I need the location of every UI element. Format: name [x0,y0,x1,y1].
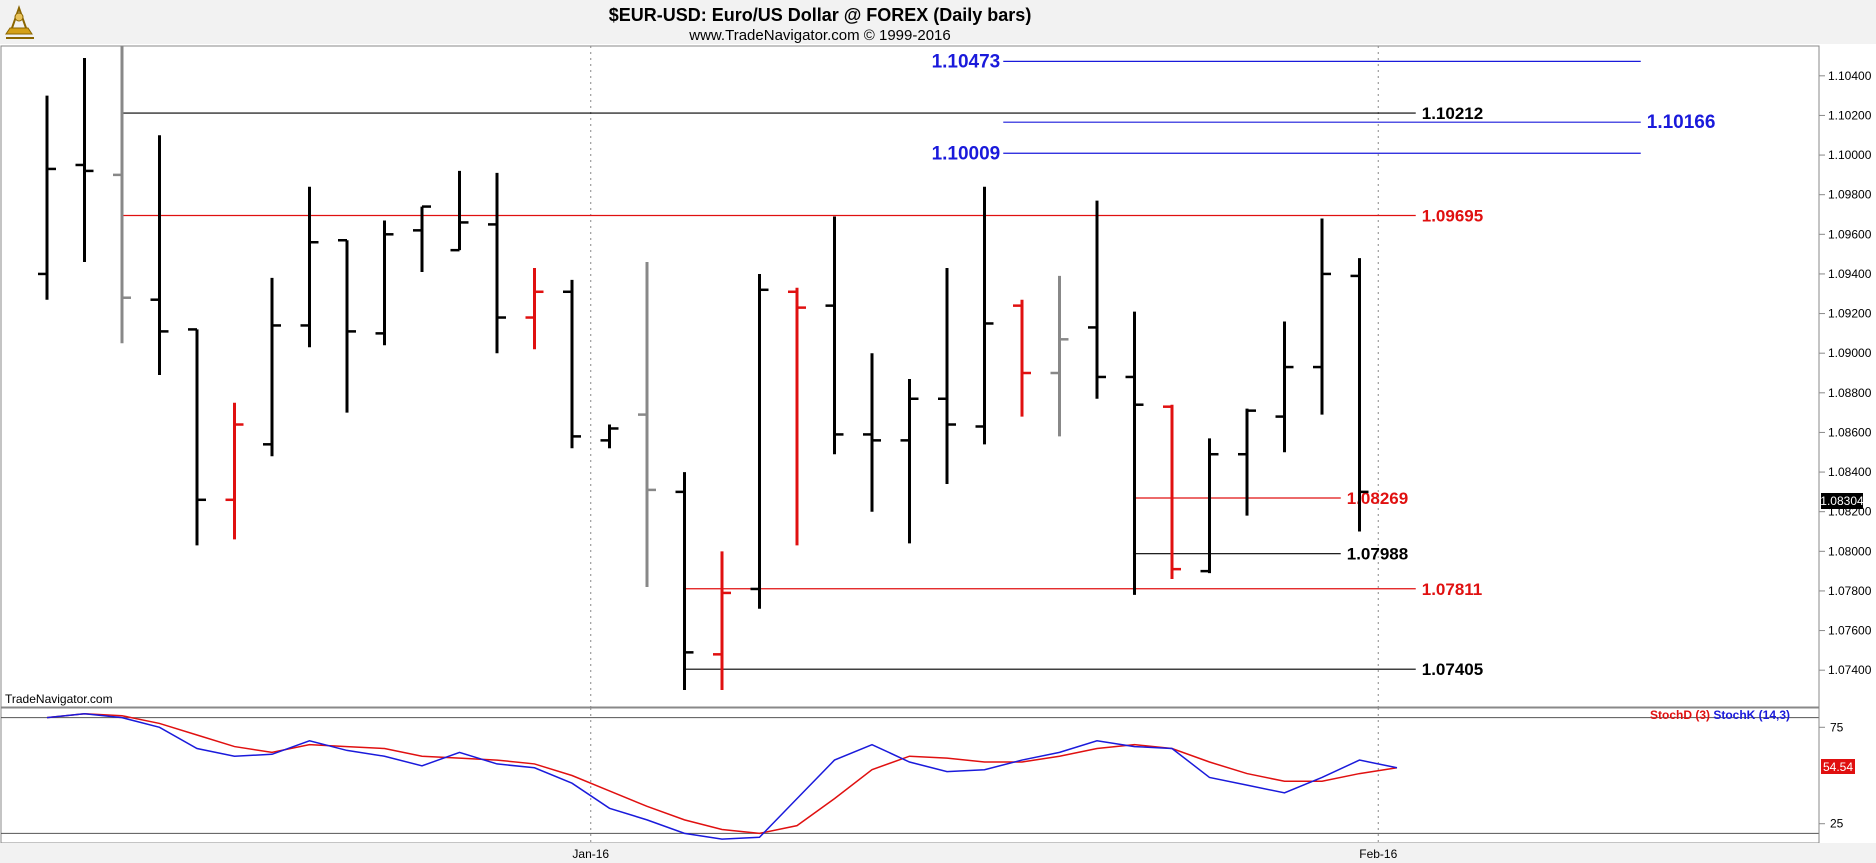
level-label: 1.10212 [1422,104,1483,123]
level-label: 1.07405 [1422,660,1483,679]
price-tick-label: 1.07800 [1828,584,1872,598]
level-label: 1.07988 [1347,545,1408,564]
level-label: 1.10166 [1647,112,1716,133]
date-tick-label: Feb-16 [1359,847,1397,861]
price-tick-label: 1.09000 [1828,346,1872,360]
header-band [0,0,1876,44]
price-tick-label: 1.09400 [1828,267,1872,281]
price-tick-label: 1.07600 [1828,624,1872,638]
date-axis-band [0,843,1876,863]
watermark: TradeNavigator.com [5,692,113,706]
price-tick-label: 1.09800 [1828,188,1872,202]
stochastic-tick-label: 25 [1830,817,1844,831]
ohlc-bar [113,46,131,344]
price-tick-label: 1.08400 [1828,465,1872,479]
date-axis: Jan-16 Feb-16 [572,847,1397,861]
ohlc-bar [1200,438,1219,574]
ohlc-bar [825,216,844,455]
ohlc-bar [300,186,319,348]
ohlc-bar [413,205,431,272]
legend-stochd: StochD (3) [1650,708,1710,722]
stochastic-panel [0,707,1820,844]
ohlc-bar [488,172,506,354]
last-price-marker: 1.08304 [1820,493,1864,509]
app-logo-icon [5,4,34,39]
ohlc-bar [1013,299,1031,417]
ohlc-bar [375,220,394,346]
price-tick-label: 1.08000 [1828,544,1872,558]
ohlc-bar [975,186,994,445]
ohlc-bar [263,277,281,457]
ohlc-bar [863,353,881,512]
ohlc-bar [188,328,206,546]
stochastic-lines [46,713,1398,840]
ohlc-bar [150,135,169,375]
ohlc-bar [713,551,731,690]
legend-stochk: StochK (14,3) [1713,708,1790,722]
price-tick-label: 1.08600 [1828,425,1872,439]
ohlc-bar [788,287,806,546]
ohlc-bar [750,273,769,609]
price-tick-label: 1.09600 [1828,227,1872,241]
ohlc-bar [638,262,656,587]
level-label: 1.08269 [1347,489,1408,508]
date-tick-label: Jan-16 [572,847,609,861]
ohlc-bar [938,267,956,484]
ohlc-bar [675,472,694,690]
stochastic-series-line [46,713,1398,840]
price-tick-label: 1.10000 [1828,148,1872,162]
price-tick-label: 1.10200 [1828,108,1872,122]
ohlc-bar [38,95,56,300]
level-label: 1.09695 [1422,206,1483,225]
ohlc-bar [1313,218,1331,415]
price-grid [590,46,1379,707]
ohlc-bar [1163,404,1181,580]
stochastic-tick-label: 75 [1830,720,1844,734]
stochastic-grid [1,708,1819,843]
ohlc-bar [75,57,94,263]
ohlc-bar [563,279,581,449]
price-tick-label: 1.07400 [1828,663,1872,677]
chart-title: $EUR-USD: Euro/US Dollar @ FOREX (Daily … [609,5,1032,25]
ohlc-bar [1350,258,1369,532]
price-axis: 1.10400 1.10200 1.10000 1.09800 1.09600 1.094… [1818,46,1872,707]
price-tick-label: 1.09200 [1828,307,1872,321]
ohlc-bar [450,170,469,252]
ohlc-bar [225,402,244,540]
price-tick-label: 1.08800 [1828,386,1872,400]
stochastic-last-label: 54.54 [1823,760,1853,774]
stochastic-last-marker: 54.54 [1821,759,1855,774]
ohlc-bar [525,267,544,350]
price-tick-label: 1.10400 [1828,69,1872,83]
last-price-label: 1.08304 [1820,494,1864,508]
level-label: 1.10473 [932,51,1001,72]
level-label: 1.07811 [1422,580,1483,599]
ohlc-bar [1125,311,1144,595]
ohlc-bar [600,424,619,449]
stochastic-axis: 75 25 [1818,708,1844,843]
level-label: 1.10009 [932,143,1001,164]
ohlc-bar [1088,200,1106,399]
price-panel [0,45,1820,708]
ohlc-bar [1275,321,1294,453]
ohlc-bar [338,239,356,413]
ohlc-bar [900,378,919,544]
ohlc-bar [1050,275,1069,437]
ohlc-bar [1238,408,1256,516]
support-resistance-levels: 1.10473 1.10212 1.10166 1.10009 1.09695 1.082… [122,51,1715,679]
ohlc-bars [38,46,1369,690]
chart-subtitle: www.TradeNavigator.com © 1999-2016 [688,27,950,44]
